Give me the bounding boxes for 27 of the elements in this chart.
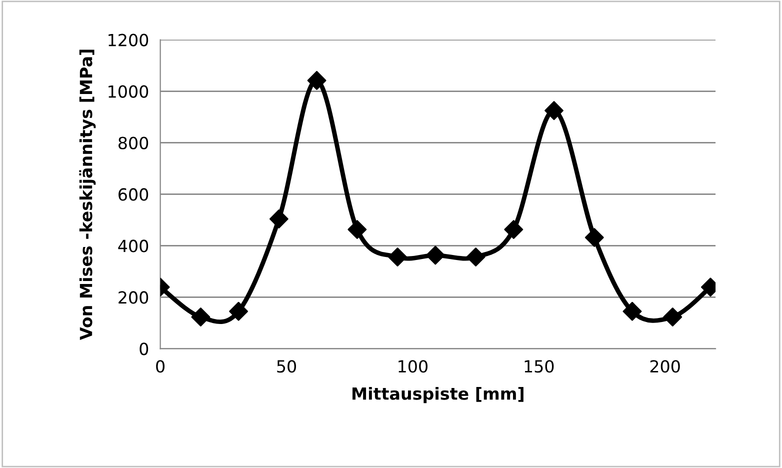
point [544,101,564,120]
point [466,248,486,267]
point [269,209,288,228]
point [504,220,524,239]
x-tick-label: 150 [524,360,554,373]
y-tick-label: 1000 [108,85,148,98]
point [584,228,604,247]
point [388,248,408,267]
x-tick-label: 50 [277,360,296,373]
point [348,220,367,239]
point [426,246,445,265]
y-tick-label: 400 [118,240,148,252]
y-tick-label: 200 [118,291,148,304]
x-axis-title: Mittauspiste [mm] [352,387,524,404]
y-tick-label: 1200 [108,34,148,46]
point [663,308,682,326]
point [191,308,210,326]
y-tick-label: 800 [118,136,148,150]
point [622,302,642,321]
x-tick-label: 100 [398,360,428,373]
x-tick-label: 0 [156,360,165,373]
point [229,302,248,321]
point [307,70,326,90]
y-axis-title: Von Mises -keskijännitys [MPa] [79,50,96,340]
y-tick-label: 0 [140,342,148,356]
x-tick-label: 200 [650,360,680,373]
y-tick-label: 600 [118,188,148,201]
